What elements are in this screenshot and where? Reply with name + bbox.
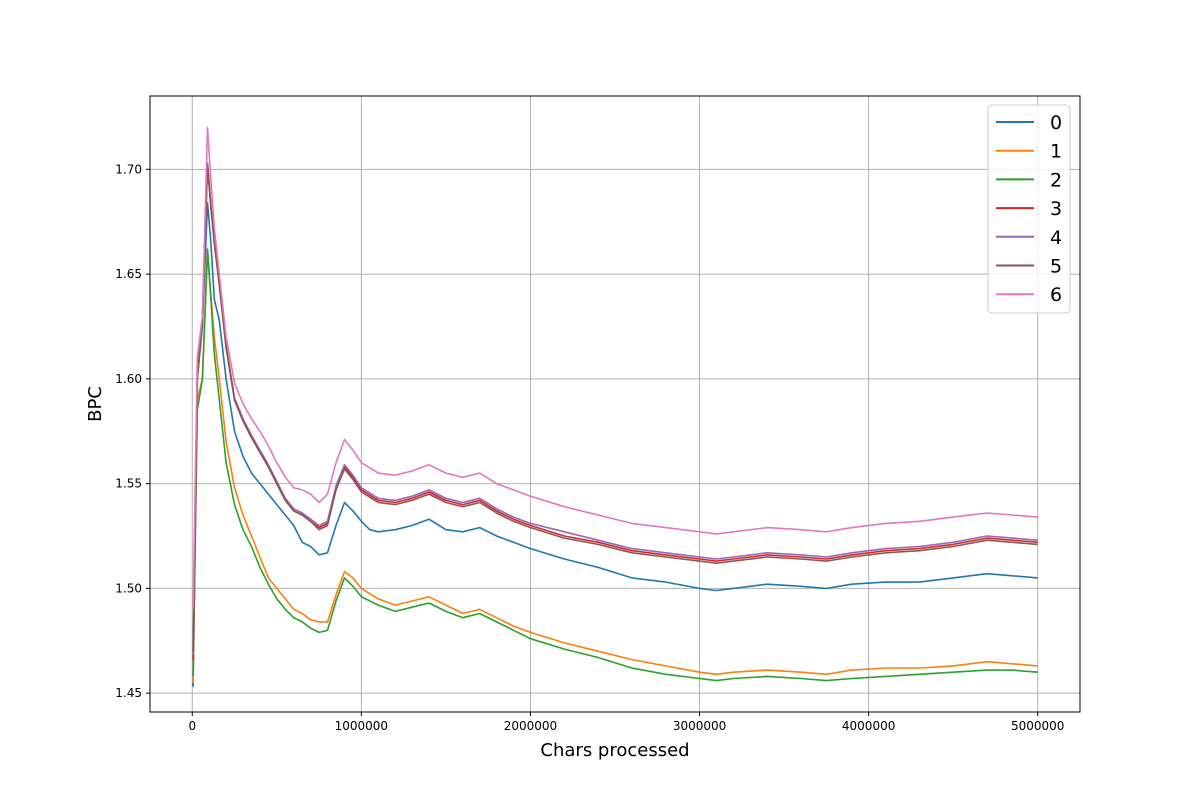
legend-label-6: 6 [1050, 284, 1062, 306]
legend-label-5: 5 [1050, 256, 1062, 278]
series-line-2 [192, 248, 1038, 682]
y-axis-label: BPC [85, 386, 106, 422]
y-axis-ticks: 1.45 1.50 1.55 1.60 1.65 1.70 [115, 162, 150, 700]
x-tick-label: 4000000 [842, 719, 895, 733]
legend-label-3: 3 [1050, 198, 1062, 220]
legend-label-0: 0 [1050, 112, 1062, 134]
series-line-6 [192, 126, 1038, 610]
y-tick-label: 1.55 [115, 477, 142, 491]
x-tick-label: 1000000 [335, 719, 388, 733]
y-tick-label: 1.70 [115, 162, 142, 176]
series-lines [192, 126, 1038, 687]
series-line-0 [192, 202, 1038, 687]
x-tick-label: 3000000 [673, 719, 726, 733]
x-axis-ticks: 0 1000000 2000000 3000000 4000000 5000000 [188, 712, 1064, 733]
x-axis-label: Chars processed [540, 740, 689, 761]
x-tick-label: 5000000 [1011, 719, 1064, 733]
y-tick-label: 1.65 [115, 267, 142, 281]
series-line-5 [192, 164, 1038, 652]
plot-frame [149, 95, 1081, 713]
series-line-1 [192, 252, 1038, 683]
legend: 0 1 2 3 4 5 6 [987, 104, 1071, 314]
y-tick-label: 1.60 [115, 372, 142, 386]
y-tick-label: 1.45 [115, 686, 142, 700]
legend-label-4: 4 [1050, 227, 1062, 249]
legend-label-1: 1 [1050, 141, 1062, 163]
x-tick-label: 0 [188, 719, 196, 733]
x-tick-label: 2000000 [504, 719, 557, 733]
legend-label-2: 2 [1050, 169, 1062, 191]
y-tick-label: 1.50 [115, 581, 142, 595]
grid-lines [150, 96, 1080, 712]
